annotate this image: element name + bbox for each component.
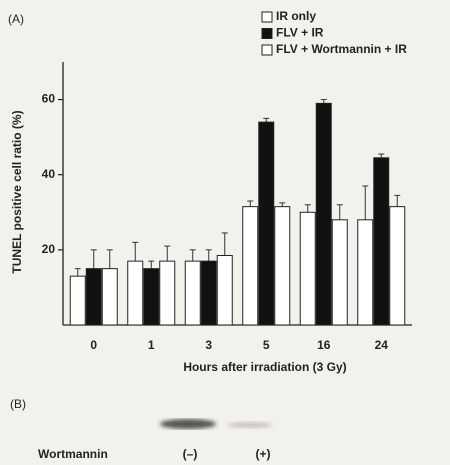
y-axis-label: TUNEL positive cell ratio (%) [10,110,24,273]
blot-band [160,419,216,429]
blot-row-label: Wortmannin [38,447,108,461]
bar [316,103,331,325]
bar [160,261,175,325]
x-tick-label: 5 [263,338,270,352]
x-axis-label: Hours after irradiation (3 Gy) [183,360,346,374]
blot-lane-label: (–) [183,447,198,461]
bar [243,207,258,325]
bar [390,207,405,325]
x-tick-label: 1 [148,338,155,352]
bar [259,122,274,325]
x-tick-label: 3 [205,338,212,352]
x-tick-label: 0 [90,338,97,352]
blot-panel-label: (B) [10,397,26,411]
panel-label: (A) [8,12,24,26]
legend-swatch [262,29,272,39]
bar [201,261,216,325]
bar [144,269,159,325]
y-tick-label: 20 [42,242,56,256]
bar [70,276,85,325]
bar [374,158,389,325]
y-tick-label: 40 [42,167,56,181]
legend-label: FLV + IR [276,26,324,40]
legend-swatch [262,45,272,55]
bar [185,261,200,325]
bar [86,269,101,325]
y-tick-label: 60 [42,92,56,106]
figure: (A) TUNEL positive cell ratio (%) Hours … [0,0,450,465]
legend-label: IR only [276,9,316,23]
blot-lane-label: (+) [256,447,271,461]
bar [275,207,290,325]
x-tick-label: 16 [317,338,331,352]
bar [300,212,315,325]
x-tick-label: 24 [375,338,389,352]
legend-swatch [262,12,272,22]
bar [217,255,232,325]
blot-band-faint [228,422,272,428]
bar [332,220,347,325]
legend-label: FLV + Wortmannin + IR [276,42,407,56]
bar [102,269,117,325]
bar [128,261,143,325]
bar [358,220,373,325]
